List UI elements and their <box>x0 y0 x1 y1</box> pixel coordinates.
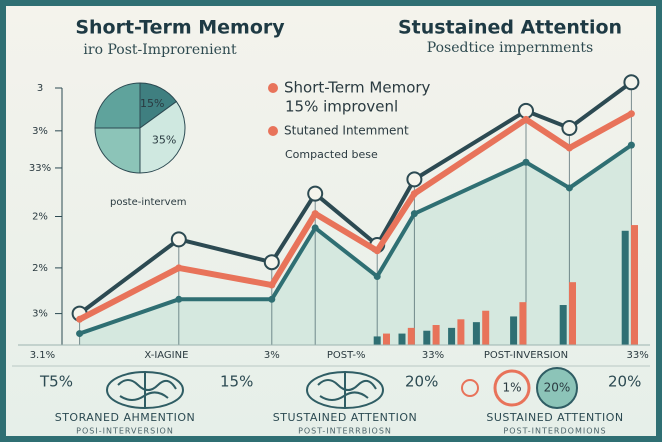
panel-value: T5% <box>39 373 73 391</box>
point <box>76 316 83 323</box>
point <box>268 282 275 289</box>
point <box>374 273 381 280</box>
x-tick-label: X-IAGINE <box>144 350 188 361</box>
panel-subtitle: POST-INTERDOMIONS <box>503 427 606 436</box>
bar <box>448 328 455 345</box>
point <box>519 104 533 118</box>
bar <box>457 319 464 345</box>
chart: Short-Term Memory iro Post-Improrenient … <box>0 0 662 442</box>
bar <box>433 325 440 345</box>
point <box>624 75 638 89</box>
point <box>628 142 635 149</box>
bar <box>569 282 576 345</box>
point <box>562 121 576 135</box>
legend-item: Compacted bese <box>285 148 378 161</box>
y-tick-label: 2% <box>32 263 48 274</box>
y-tick-label: 2% <box>32 212 48 223</box>
bar <box>482 311 489 345</box>
point <box>566 144 573 151</box>
x-tick-label: 3% <box>264 350 280 361</box>
point <box>523 159 530 166</box>
bar <box>622 231 629 345</box>
point <box>411 210 418 217</box>
panel-title: SUSTAINED ATTENTION <box>486 411 623 424</box>
x-tick-label: 3.1% <box>30 350 55 361</box>
annotation: poste-intervem <box>110 197 186 208</box>
bar <box>510 316 517 345</box>
point <box>76 330 83 337</box>
panel-subtitle: POST-INTERRBIOSN <box>298 427 392 436</box>
x-tick-label: 33% <box>422 350 444 361</box>
y-tick-label: 3% <box>32 126 48 137</box>
pie-label: 35% <box>152 133 176 146</box>
point <box>265 255 279 269</box>
left-title: Short-Term Memory <box>75 17 285 39</box>
x-tick-label: POST-% <box>327 350 366 361</box>
point <box>268 296 275 303</box>
legend-item: 15% improvenl <box>285 98 398 116</box>
panel-subtitle: POSI-INTERVERSION <box>76 427 174 436</box>
point <box>566 184 573 191</box>
y-tick-label: 3% <box>32 309 48 320</box>
point <box>172 232 186 246</box>
bar <box>374 336 381 345</box>
bar <box>423 331 430 345</box>
bubble-label: 20% <box>544 381 571 395</box>
point <box>312 210 319 217</box>
point <box>411 190 418 197</box>
bar <box>473 322 480 345</box>
point <box>175 264 182 271</box>
legend-dot <box>268 83 278 93</box>
bar <box>408 328 415 345</box>
left-subtitle: iro Post-Improrenient <box>83 42 237 58</box>
bar <box>519 302 526 345</box>
point <box>407 172 421 186</box>
point <box>308 187 322 201</box>
legend-item: Stutaned Intemment <box>284 124 409 138</box>
panel-value: 15% <box>220 373 253 391</box>
bar <box>560 305 567 345</box>
bar <box>383 334 390 345</box>
point <box>312 224 319 231</box>
bubble-label: 1% <box>502 381 521 395</box>
point <box>374 247 381 254</box>
point <box>523 116 530 123</box>
right-title: Stustained Attention <box>398 17 622 39</box>
panel-value: 20% <box>608 373 641 391</box>
point <box>175 296 182 303</box>
panel-title: STUSTAINED ATTENTION <box>273 411 417 424</box>
point <box>628 110 635 117</box>
panel-title: STORANED AHMENTION <box>55 411 196 424</box>
bar <box>399 334 406 345</box>
y-tick-label: 33% <box>29 163 51 174</box>
bar <box>631 225 638 345</box>
right-subtitle: Posedtice impernments <box>427 40 594 56</box>
panel-value: 20% <box>405 373 438 391</box>
y-tick-label: 3 <box>37 83 43 94</box>
x-tick-label: 33% <box>626 350 648 361</box>
pie-label: 15% <box>140 97 164 110</box>
legend-item: Short-Term Memory <box>284 79 431 97</box>
legend-dot <box>268 126 278 136</box>
x-tick-label: POST-INVERSION <box>484 350 568 361</box>
